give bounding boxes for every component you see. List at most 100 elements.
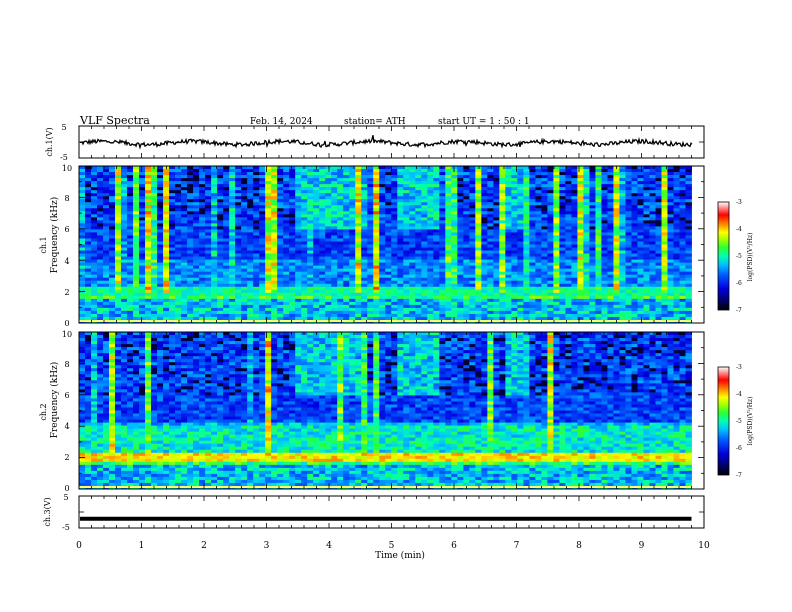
- spectrogram-cell: [469, 181, 476, 185]
- spectrogram-cell: [325, 262, 332, 267]
- spectrogram-cell: [523, 247, 530, 251]
- spectrogram-cell: [79, 214, 86, 218]
- spectrogram-cell: [343, 250, 350, 254]
- spectrogram-cell: [553, 265, 560, 270]
- spectrogram-cell: [637, 220, 644, 224]
- spectrogram-cell: [475, 220, 482, 224]
- spectrogram-cell: [211, 301, 218, 306]
- spectrogram-cell: [139, 307, 146, 312]
- spectrogram-cell: [637, 247, 644, 251]
- spectrogram-cell: [661, 202, 668, 206]
- spectrogram-cell: [529, 220, 536, 224]
- spectrogram-cell: [145, 307, 152, 312]
- spectrogram-cell: [355, 187, 362, 191]
- spectrogram-cell: [493, 250, 500, 254]
- spectrogram-cell: [157, 190, 164, 194]
- spectrogram-cell: [685, 238, 692, 242]
- spectrogram-cell: [409, 190, 416, 194]
- spectrogram-cell: [619, 232, 626, 236]
- spectrogram-cell: [529, 178, 536, 182]
- spectrogram-cell: [583, 295, 590, 300]
- spectrogram-cell: [427, 277, 434, 282]
- spectrogram-cell: [487, 172, 494, 176]
- spectrogram-cell: [397, 283, 404, 288]
- spectrogram-cell: [565, 166, 572, 170]
- spectrogram-cell: [295, 214, 302, 218]
- spectrogram-cell: [427, 196, 434, 200]
- station-label: station= ATH: [344, 117, 406, 127]
- spectrogram-cell: [403, 193, 410, 197]
- spectrogram-cell: [475, 286, 482, 291]
- spectrogram-cell: [145, 190, 152, 194]
- spectrogram-cell: [631, 262, 638, 267]
- spectrogram-cell: [391, 304, 398, 309]
- spectrogram-cell: [193, 247, 200, 251]
- spectrogram-cell: [673, 187, 680, 191]
- spectrogram-cell: [469, 295, 476, 300]
- spectrogram-cell: [499, 172, 506, 176]
- spectrogram-cell: [247, 277, 254, 282]
- spectrogram-cell: [595, 196, 602, 200]
- spectrogram-cell: [433, 220, 440, 224]
- spectrogram-cell: [433, 280, 440, 285]
- spectrogram-cell: [619, 256, 626, 260]
- spectrogram-cell: [193, 199, 200, 203]
- spectrogram-cell: [499, 196, 506, 200]
- spectrogram-cell: [427, 220, 434, 224]
- spectrogram-cell: [529, 244, 536, 248]
- spectrogram-cell: [241, 175, 248, 179]
- spectrogram-cell: [295, 283, 302, 288]
- spectrogram-cell: [289, 211, 296, 215]
- spectrogram-cell: [421, 274, 428, 279]
- spectrogram-cell: [277, 208, 284, 212]
- spectrogram-cell: [613, 265, 620, 270]
- spectrogram-cell: [535, 265, 542, 270]
- spectrogram-cell: [97, 259, 104, 264]
- spectrogram-cell: [415, 304, 422, 309]
- spectrogram-cell: [547, 193, 554, 197]
- spectrogram-cell: [91, 298, 98, 303]
- spectrogram-cell: [397, 277, 404, 282]
- spectrogram-cell: [331, 286, 338, 291]
- spectrogram-cell: [601, 271, 608, 276]
- spectrogram-cell: [511, 214, 518, 218]
- spectrogram-cell: [181, 229, 188, 233]
- spectrogram-cell: [229, 232, 236, 236]
- spectrogram-cell: [541, 214, 548, 218]
- spectrogram-cell: [601, 262, 608, 267]
- spectrogram-cell: [571, 259, 578, 264]
- spectrogram-cell: [391, 172, 398, 176]
- spectrogram-cell: [523, 259, 530, 264]
- spectrogram-cell: [163, 217, 170, 221]
- spectrogram-cell: [403, 298, 410, 303]
- spectrogram-cell: [277, 256, 284, 260]
- spectrogram-cell: [289, 187, 296, 191]
- spectrogram-cell: [223, 286, 230, 291]
- spectrogram-cell: [427, 205, 434, 209]
- spectrogram-cell: [673, 211, 680, 215]
- spectrogram-cell: [589, 277, 596, 282]
- spectrogram-cell: [397, 178, 404, 182]
- spectrogram-cell: [319, 244, 326, 248]
- spectrogram-cell: [445, 175, 452, 179]
- spectrogram-cell: [403, 301, 410, 306]
- spectrogram-cell: [625, 304, 632, 309]
- spectrogram-cell: [241, 292, 248, 297]
- spectrogram-cell: [679, 289, 686, 294]
- spectrogram-cell: [529, 268, 536, 273]
- spectrogram-cell: [223, 307, 230, 312]
- spectrogram-cell: [685, 262, 692, 267]
- spectrogram-cell: [679, 247, 686, 251]
- spectrogram-cell: [301, 262, 308, 267]
- spectrogram-cell: [91, 229, 98, 233]
- spectrogram-cell: [553, 304, 560, 309]
- spectrogram-cell: [439, 283, 446, 288]
- spectrogram-cell: [469, 283, 476, 288]
- spectrogram-cell: [313, 235, 320, 239]
- spectrogram-cell: [217, 214, 224, 218]
- spectrogram-cell: [397, 298, 404, 303]
- spectrogram-cell: [133, 220, 140, 224]
- spectrogram-cell: [559, 208, 566, 212]
- spectrogram-cell: [121, 196, 128, 200]
- spectrogram-cell: [253, 241, 260, 245]
